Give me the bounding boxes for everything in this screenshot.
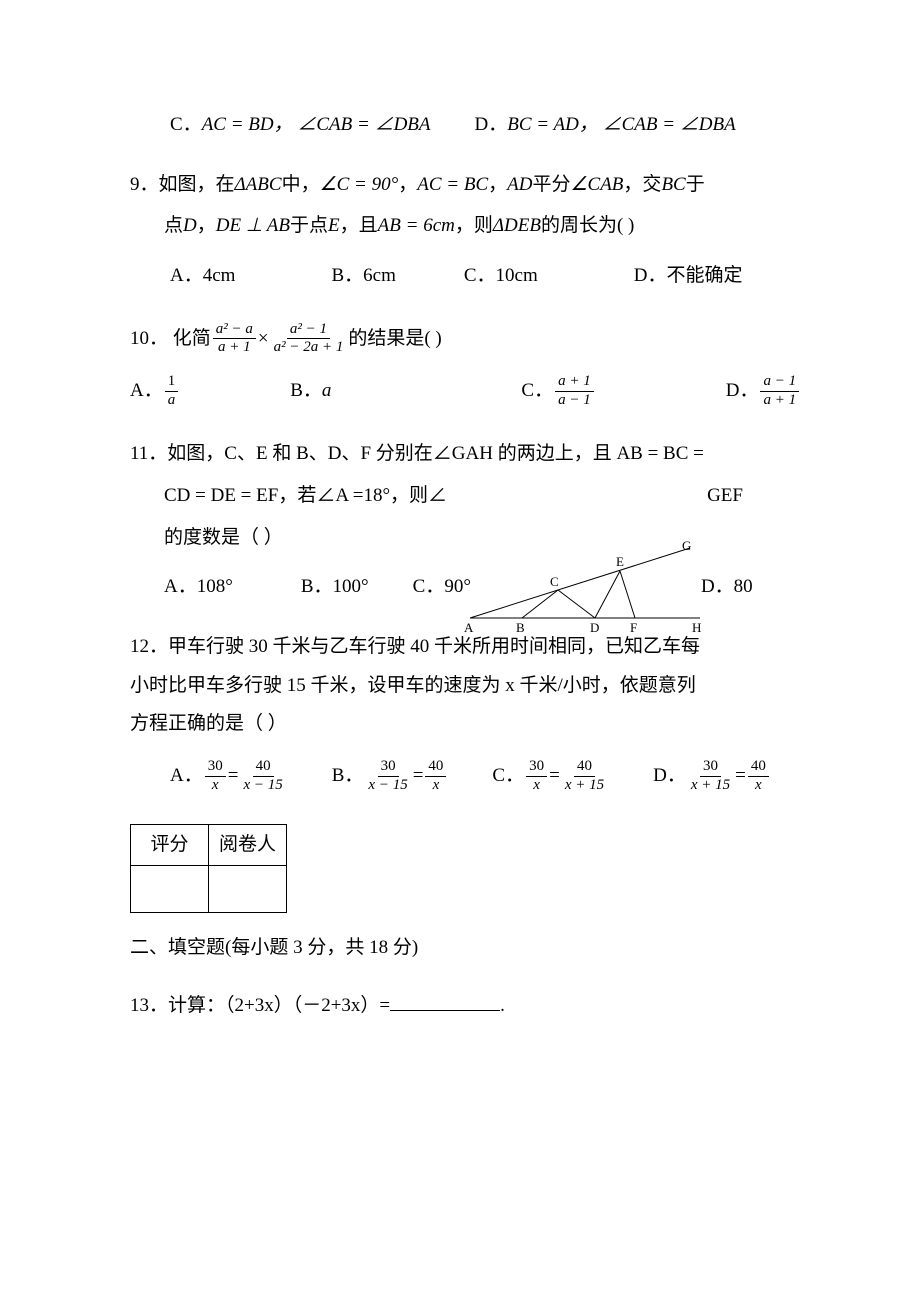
q9-number: 9． <box>130 170 159 200</box>
opt-c-label: C． <box>170 110 202 140</box>
opt-label: C． <box>413 572 445 602</box>
q8-options-cd: C． AC = BD， ∠CAB = ∠DBA D． BC = AD， ∠CAB… <box>130 110 810 140</box>
opt-label: A． <box>170 261 203 291</box>
grading-blank-marker <box>209 865 287 912</box>
q11-diagram-svg <box>460 538 710 638</box>
grading-header-marker: 阅卷人 <box>209 824 287 865</box>
q10-number: 10． 化简 <box>130 324 211 354</box>
q10-options: A． 1 a B． a C． a + 1 a − 1 D． a − 1 a + … <box>130 374 810 409</box>
q9-options: A． 4cm B． 6cm C． 10cm D． 不能确定 <box>130 261 810 291</box>
opt-label: B． <box>332 761 364 791</box>
opt-label: D． <box>653 761 686 791</box>
opt-label: D． <box>726 376 759 406</box>
q10-opt-a-frac: 1 a <box>165 374 179 409</box>
opt-label: B． <box>290 376 322 406</box>
q8-c-math: AC = BD， ∠CAB = ∠DBA <box>202 110 431 140</box>
question-10: 10． 化简 a² − a a + 1 × a² − 1 a² − 2a + 1… <box>130 322 810 409</box>
q10-frac1: a² − a a + 1 <box>213 322 256 357</box>
diagram-label-B: B <box>516 620 525 636</box>
diagram-label-F: F <box>630 620 637 636</box>
opt-label: C． <box>464 261 496 291</box>
opt-label: B． <box>301 572 333 602</box>
q12-line3: 方程正确的是（ ） <box>130 709 810 739</box>
question-9: 9． 如图，在 ΔABC 中， ∠C = 90° ， AC = BC ， AD … <box>130 170 810 291</box>
q11-line1: 11．如图，C、E 和 B、D、F 分别在∠GAH 的两边上，且 AB = BC… <box>130 439 810 469</box>
q12-options: A． 30x = 40x − 15 B． 30x − 15 = 40x C． 3… <box>130 759 810 794</box>
q10-opt-c-frac: a + 1 a − 1 <box>555 374 594 409</box>
diagram-label-H: H <box>692 620 701 636</box>
question-12: 12．甲车行驶 30 千米与乙车行驶 40 千米所用时间相同，已知乙车每 小时比… <box>130 632 810 794</box>
opt-d-label: D． <box>475 110 508 140</box>
grading-table: 评分 阅卷人 <box>130 824 287 913</box>
q10-opt-d-frac: a − 1 a + 1 <box>760 374 799 409</box>
opt-label: C． <box>492 761 524 791</box>
opt-label: A． <box>164 572 197 602</box>
q11-diagram: A B C D E F G H <box>460 538 710 638</box>
opt-label: B． <box>331 261 363 291</box>
q13-text: 13．计算：（2+3x）（－2+3x）= <box>130 991 390 1021</box>
section-2-heading: 二、填空题(每小题 3 分，共 18 分) <box>130 933 810 963</box>
diagram-label-D: D <box>590 620 599 636</box>
q12-line2: 小时比甲车多行驶 15 千米，设甲车的速度为 x 千米/小时，依题意列 <box>130 671 810 701</box>
diagram-label-C: C <box>550 574 559 590</box>
grading-blank-score <box>131 865 209 912</box>
q13-blank <box>390 989 500 1011</box>
q8-d-math: BC = AD， ∠CAB = ∠DBA <box>507 110 735 140</box>
diagram-label-A: A <box>464 620 473 636</box>
opt-label: A． <box>130 376 163 406</box>
q10-frac2: a² − 1 a² − 2a + 1 <box>271 322 347 357</box>
opt-label: A． <box>170 761 203 791</box>
opt-label: D． <box>634 261 667 291</box>
grading-header-score: 评分 <box>131 824 209 865</box>
question-13: 13．计算：（2+3x）（－2+3x）= . <box>130 989 810 1021</box>
diagram-label-E: E <box>616 554 624 570</box>
opt-label: C． <box>521 376 553 406</box>
diagram-label-G: G <box>682 538 691 554</box>
